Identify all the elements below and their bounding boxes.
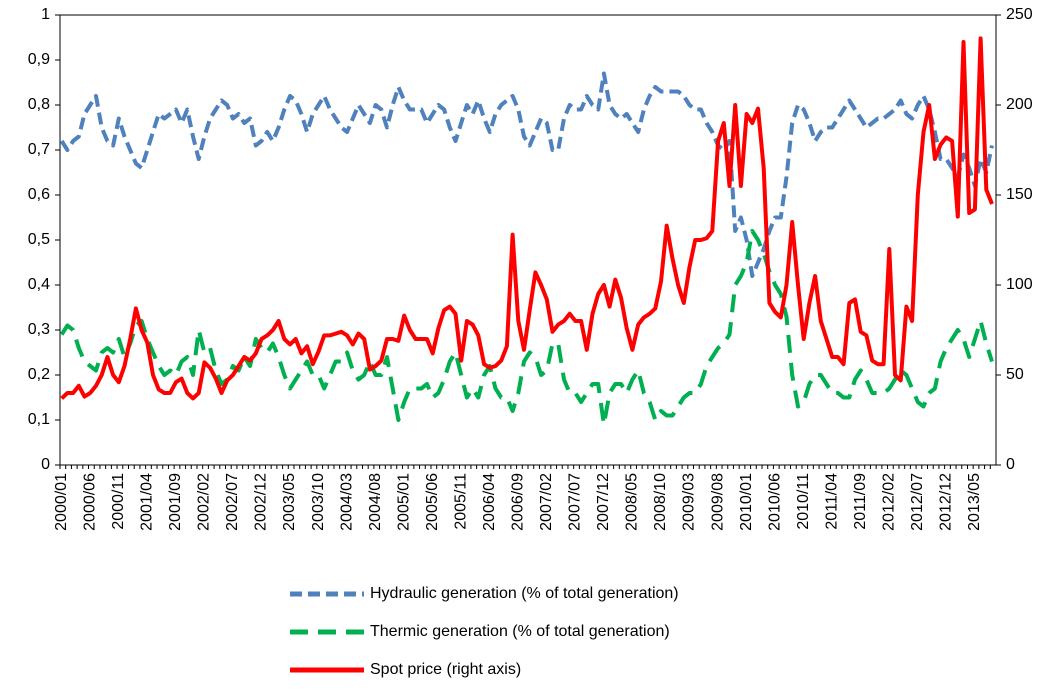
y-tick-label: 0,8 (28, 96, 50, 113)
y-tick-label: 0,3 (28, 321, 50, 338)
series-line (60, 229, 994, 427)
y2-tick-label: 0 (1006, 456, 1015, 473)
x-tick-label: 2008/10 (652, 473, 669, 531)
x-tick-label: 2006/09 (510, 473, 527, 531)
x-tick-label: 2012/07 (909, 473, 926, 531)
legend-label: Thermic generation (% of total generatio… (370, 623, 670, 640)
x-tick-label: 2006/04 (481, 473, 498, 531)
series-line (60, 36, 994, 401)
y2-tick-label: 50 (1006, 366, 1024, 383)
y-tick-label: 0,4 (28, 276, 50, 293)
x-tick-label: 2004/03 (338, 473, 355, 531)
x-tick-label: 2004/08 (367, 473, 384, 531)
x-tick-label: 2005/01 (395, 473, 412, 531)
y-tick-label: 0,9 (28, 51, 50, 68)
y2-tick-label: 100 (1006, 276, 1033, 293)
x-tick-label: 2011/09 (852, 473, 869, 530)
x-tick-label: 2012/12 (938, 473, 955, 531)
x-tick-label: 2005/06 (424, 473, 441, 531)
x-tick-label: 2007/07 (567, 473, 584, 531)
x-tick-label: 2013/05 (966, 473, 983, 531)
y-tick-label: 0,2 (28, 366, 50, 383)
y-tick-label: 0,7 (28, 141, 50, 158)
plot-area (59, 14, 997, 466)
x-tick-label: 2008/05 (624, 473, 641, 531)
x-tick-label: 2010/11 (795, 473, 812, 530)
x-tick-label: 2003/05 (281, 473, 298, 531)
y-tick-label: 0,5 (28, 231, 50, 248)
y-tick-label: 1 (41, 6, 50, 23)
x-tick-label: 2003/10 (310, 473, 327, 531)
x-tick-label: 2007/12 (595, 473, 612, 531)
x-tick-label: 2007/02 (538, 473, 555, 531)
x-tick-label: 2005/11 (452, 473, 469, 530)
x-tick-label: 2001/04 (139, 473, 156, 531)
x-tick-label: 2010/01 (738, 473, 755, 531)
y-tick-label: 0,1 (28, 411, 50, 428)
y-tick-label: 0 (41, 456, 50, 473)
x-tick-label: 2012/02 (880, 473, 897, 531)
legend-label: Spot price (right axis) (370, 661, 521, 678)
series-line (60, 71, 994, 278)
y2-tick-label: 150 (1006, 186, 1033, 203)
y-tick-label: 0,6 (28, 186, 50, 203)
x-tick-label: 2002/02 (196, 473, 213, 531)
x-tick-label: 2009/03 (681, 473, 698, 531)
x-tick-label: 2000/01 (53, 473, 70, 531)
x-tick-label: 2009/08 (709, 473, 726, 531)
legend-label: Hydraulic generation (% of total generat… (370, 585, 679, 602)
x-tick-label: 2001/09 (167, 473, 184, 531)
y2-tick-label: 200 (1006, 96, 1033, 113)
x-tick-label: 2002/07 (224, 473, 241, 531)
x-tick-label: 2010/06 (766, 473, 783, 531)
y2-tick-label: 250 (1006, 6, 1033, 23)
x-tick-label: 2002/12 (253, 473, 270, 531)
x-tick-label: 2000/06 (81, 473, 98, 531)
x-tick-label: 2011/04 (823, 473, 840, 530)
x-tick-label: 2000/11 (110, 473, 127, 530)
